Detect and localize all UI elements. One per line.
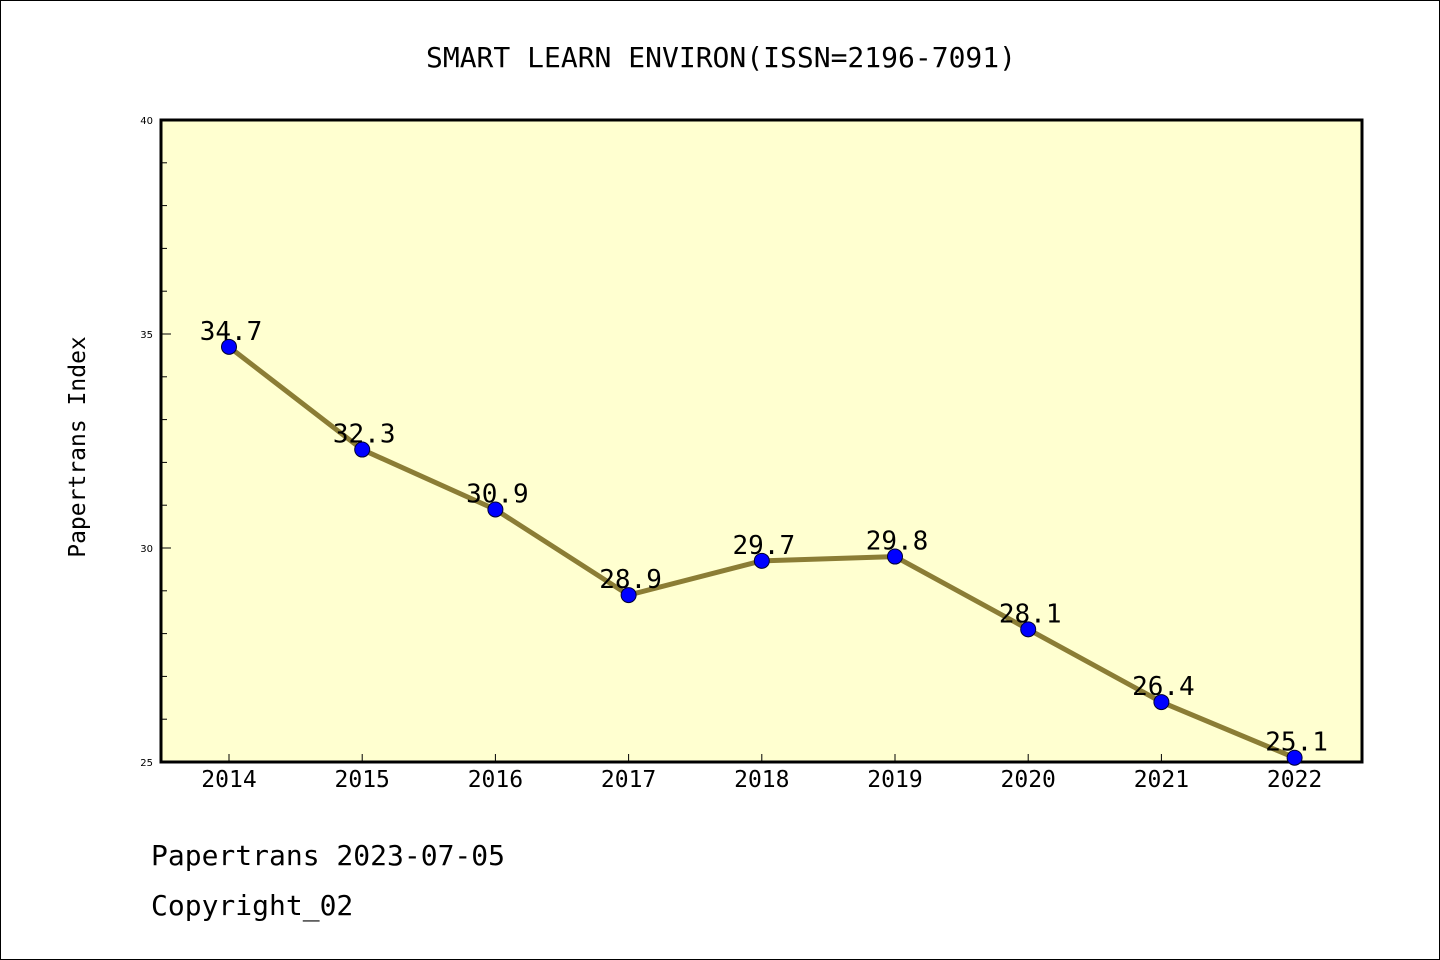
footer-copyright: Copyright_02 — [151, 889, 353, 923]
x-axis: 2014 2015 2016 2017 2018 2019 2020 2021 2022 — [201, 754, 1322, 793]
data-label: 29.7 — [732, 531, 795, 561]
plot-area — [159, 118, 1364, 764]
data-point — [487, 501, 504, 518]
data-point — [887, 548, 903, 565]
x-tick-label: 2018 — [734, 767, 789, 793]
data-label: 25.1 — [1265, 728, 1328, 758]
data-label: 28.1 — [999, 599, 1062, 629]
x-tick-label: 2022 — [1267, 767, 1322, 793]
data-point — [1020, 621, 1037, 638]
data-point — [1153, 694, 1170, 711]
data-label: 34.7 — [200, 317, 263, 347]
data-point — [221, 338, 237, 355]
data-point — [1286, 749, 1303, 766]
x-tick-label: 2021 — [1134, 767, 1189, 793]
data-point — [753, 552, 770, 569]
data-label: 26.4 — [1132, 672, 1195, 702]
x-tick-label: 2020 — [1001, 767, 1056, 793]
y-axis-label: Papertrans Index — [65, 336, 91, 558]
y-tick-label: 35 — [140, 330, 153, 341]
data-label: 30.9 — [466, 479, 529, 509]
footer-date: Papertrans 2023-07-05 — [151, 839, 505, 872]
y-tick-label: 40 — [140, 116, 153, 127]
data-label: 28.9 — [599, 565, 662, 595]
x-tick-label: 2015 — [335, 767, 390, 793]
data-label: 32.3 — [333, 420, 396, 450]
series-group — [221, 338, 1303, 766]
x-tick-label: 2019 — [867, 767, 922, 793]
x-tick-label: 2016 — [468, 767, 523, 793]
x-tick-label: 2014 — [201, 767, 256, 793]
data-label: 29.8 — [866, 527, 929, 557]
y-axis: 25 30 35 40 — [140, 116, 171, 769]
data-labels-group: 34.7 32.3 30.9 28.9 29.7 29.8 28.1 26.4 25.1 — [200, 317, 1328, 758]
y-tick-label: 30 — [140, 544, 153, 555]
x-tick-label: 2017 — [601, 767, 656, 793]
data-point — [354, 441, 371, 458]
chart-title: SMART LEARN ENVIRON(ISSN=2196-7091) — [426, 41, 1016, 74]
y-tick-label: 25 — [140, 758, 153, 769]
data-point — [620, 587, 637, 604]
